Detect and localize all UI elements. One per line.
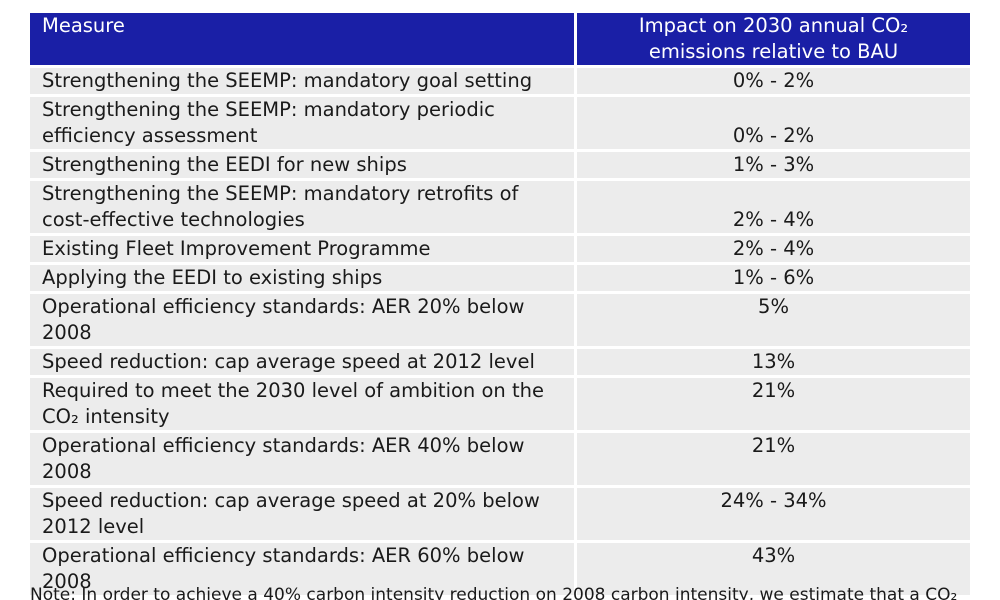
impact-cell: 21% (577, 430, 970, 485)
table-row: Speed reduction: cap average speed at 20… (30, 346, 970, 375)
impact-column-header: Impact on 2030 annual CO₂ emissions rela… (577, 13, 970, 65)
impact-cell: 13% (577, 346, 970, 375)
table-row: Strengthening the EEDI for new ships 1% -… (30, 149, 970, 178)
impact-cell: 0% - 2% (577, 65, 970, 94)
table-row: Required to meet the 2030 level of ambit… (30, 375, 970, 430)
measure-cell: Operational efficiency standards: AER 40… (30, 430, 577, 485)
table-row: Applying the EEDI to existing ships 1% - … (30, 262, 970, 291)
table-note: Note: In order to achieve a 40% carbon i… (30, 585, 958, 600)
impact-header-line1: Impact on 2030 annual CO₂ (638, 14, 909, 37)
measure-cell: Existing Fleet Improvement Programme (30, 233, 577, 262)
measure-cell: Speed reduction: cap average speed at 20… (30, 485, 577, 540)
table-row: Strengthening the SEEMP: mandatory goal … (30, 65, 970, 94)
table-row: Strengthening the SEEMP: mandatory perio… (30, 94, 970, 149)
measure-cell: Operational efficiency standards: AER 60… (30, 540, 577, 595)
impact-cell: 2% - 4% (577, 178, 970, 233)
measure-cell: Speed reduction: cap average speed at 20… (30, 346, 577, 375)
measure-cell: Required to meet the 2030 level of ambit… (30, 375, 577, 430)
impact-header-line2: emissions relative to BAU (648, 40, 899, 63)
table-row: Strengthening the SEEMP: mandatory retro… (30, 178, 970, 233)
measure-cell: Strengthening the EEDI for new ships (30, 149, 577, 178)
measure-cell: Strengthening the SEEMP: mandatory perio… (30, 94, 577, 149)
table-header-row: Measure Impact on 2030 annual CO₂ emissi… (30, 13, 970, 65)
impact-cell: 21% (577, 375, 970, 430)
measures-table: Measure Impact on 2030 annual CO₂ emissi… (30, 13, 970, 595)
table-body: Strengthening the SEEMP: mandatory goal … (30, 65, 970, 595)
impact-cell: 43% (577, 540, 970, 595)
table-row: Operational efficiency standards: AER 20… (30, 291, 970, 346)
measure-cell: Applying the EEDI to existing ships (30, 262, 577, 291)
impact-cell: 5% (577, 291, 970, 346)
table-row: Speed reduction: cap average speed at 20… (30, 485, 970, 540)
measure-cell: Strengthening the SEEMP: mandatory retro… (30, 178, 577, 233)
impact-cell: 2% - 4% (577, 233, 970, 262)
measure-cell: Operational efficiency standards: AER 20… (30, 291, 577, 346)
table-row: Operational efficiency standards: AER 60… (30, 540, 970, 595)
measure-cell: Strengthening the SEEMP: mandatory goal … (30, 65, 577, 94)
impact-cell: 1% - 6% (577, 262, 970, 291)
impact-cell: 1% - 3% (577, 149, 970, 178)
impact-cell: 0% - 2% (577, 94, 970, 149)
table-row: Operational efficiency standards: AER 40… (30, 430, 970, 485)
impact-cell: 24% - 34% (577, 485, 970, 540)
measure-column-header: Measure (30, 13, 577, 65)
table-row: Existing Fleet Improvement Programme 2% -… (30, 233, 970, 262)
